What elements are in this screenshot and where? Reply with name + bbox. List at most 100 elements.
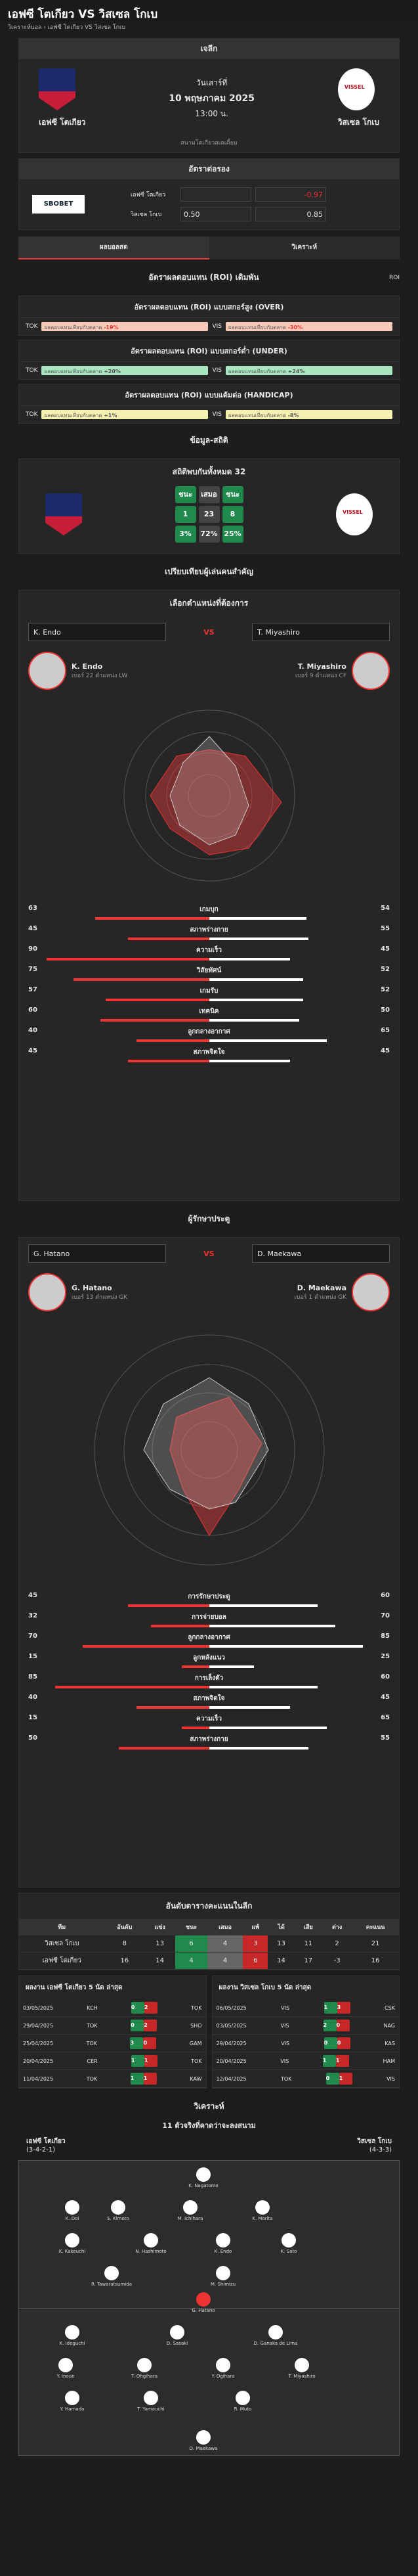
home-player[interactable]: K. Nagatomo bbox=[188, 2167, 219, 2188]
list-item[interactable]: 29/04/2025 VIS 0 0 KAS bbox=[212, 2035, 399, 2052]
table-cell: 4 bbox=[175, 1952, 207, 1970]
attr-name: การจ่ายบอล bbox=[192, 1614, 226, 1621]
odd-a2[interactable]: 0.85 bbox=[255, 207, 326, 221]
list-item[interactable]: 11/04/2025 TOK 1 1 KAW bbox=[19, 2070, 206, 2088]
away-player[interactable]: D. Maekawa bbox=[190, 2430, 217, 2451]
keeper-right: D. Maekawa bbox=[297, 1283, 346, 1292]
away-player[interactable]: K. Ideguchi bbox=[60, 2325, 85, 2346]
right-val: 54 bbox=[381, 905, 390, 912]
home-player[interactable]: K. Endo bbox=[215, 2233, 232, 2254]
roi-bar-label: ผลตอบแทนเทียบกับตลาด bbox=[44, 325, 102, 330]
away-player[interactable]: D. Ganaka de Lima bbox=[254, 2325, 297, 2346]
right-val: 60 bbox=[381, 1673, 390, 1681]
away-player[interactable]: T. Yamauchi bbox=[137, 2391, 165, 2412]
away-player[interactable]: Y. Inoue bbox=[57, 2358, 74, 2379]
list-item[interactable]: 06/05/2025 VIS 1 3 CSK bbox=[212, 1999, 399, 2017]
tab-analysis[interactable]: วิเคราะห์ bbox=[209, 237, 400, 260]
list-item[interactable]: 20/04/2025 VIS 1 1 HAM bbox=[212, 2052, 399, 2070]
home-player[interactable]: S. Kimoto bbox=[107, 2200, 129, 2221]
home-logo bbox=[39, 68, 75, 110]
roi-over: อัตราผลตอบแทน (ROI) แบบสกอร์สูง (OVER) T… bbox=[18, 296, 400, 336]
compare-row: 75 วิสัยทัศน์ 52 bbox=[28, 960, 390, 981]
stats-title: ข้อมูล-สถิติ bbox=[190, 436, 228, 445]
table-head: อันดับ bbox=[104, 1919, 144, 1935]
keeper-radar-chart bbox=[94, 1334, 325, 1566]
h2h-p1: 3% bbox=[175, 526, 196, 543]
right-val: 70 bbox=[381, 1612, 390, 1619]
table-cell: 6 bbox=[243, 1952, 268, 1970]
list-item[interactable]: 03/05/2025 VIS 2 0 NAG bbox=[212, 2017, 399, 2035]
home-player[interactable]: K. Kakeuchi bbox=[59, 2233, 85, 2254]
away-player[interactable]: Y. Hamada bbox=[60, 2391, 84, 2412]
h2h-p2: 72% bbox=[198, 526, 220, 543]
away-player[interactable]: D. Sasaki bbox=[167, 2325, 188, 2346]
list-item[interactable]: 12/04/2025 TOK 0 1 VIS bbox=[212, 2070, 399, 2088]
attr-name: ความเร็ว bbox=[196, 947, 222, 954]
list-item[interactable]: 03/05/2025 KCH 0 2 TOK bbox=[19, 1999, 206, 2017]
right-val: 45 bbox=[381, 1694, 390, 1701]
away-player[interactable]: Y. Ogihara bbox=[211, 2358, 235, 2379]
home-player[interactable]: R. Tawaratsumida bbox=[91, 2266, 132, 2287]
away-player[interactable]: R. Muto bbox=[234, 2391, 251, 2412]
player-select-left[interactable]: K. Endo bbox=[28, 623, 166, 641]
right-avatar bbox=[352, 652, 390, 690]
roi-home-ab: TOK bbox=[26, 323, 38, 330]
roi-hcp-title: อัตราผลตอบแทน (ROI) แบบแต้มต่อ (HANDICAP… bbox=[19, 384, 399, 406]
roi-hcp-home: ผลตอบแทนเทียบกับตลาด +1% bbox=[41, 410, 209, 419]
left-val: 15 bbox=[28, 1653, 37, 1660]
odd-h1[interactable] bbox=[180, 187, 251, 202]
table-cell: 17 bbox=[294, 1952, 322, 1970]
odd-a1[interactable]: 0.50 bbox=[180, 207, 251, 221]
roi-over-home: ผลตอบแทนเทียบกับตลาด -19% bbox=[41, 322, 209, 331]
table-head: เสีย bbox=[294, 1919, 322, 1935]
roi-button[interactable]: ROI bbox=[389, 274, 400, 281]
home-player[interactable]: M. Shimizu bbox=[211, 2266, 236, 2287]
table-cell: 16 bbox=[352, 1952, 399, 1970]
home-player[interactable]: K. Doi bbox=[65, 2200, 79, 2221]
list-item[interactable]: 20/04/2025 CER 1 1 TOK bbox=[19, 2052, 206, 2070]
away-player[interactable]: T. Miyashiro bbox=[288, 2358, 316, 2379]
away-logo bbox=[337, 68, 375, 110]
keepers-title: ผู้รักษาประตู bbox=[188, 1214, 230, 1223]
table-cell: วิสเซล โกเบ bbox=[19, 1935, 105, 1953]
odds-title: อัตราต่อรอง bbox=[19, 159, 399, 179]
list-item[interactable]: 29/04/2025 TOK 0 2 SHO bbox=[19, 2017, 206, 2035]
table-cell: 4 bbox=[207, 1952, 243, 1970]
compare-row: 15 ลูกหลังแนว 25 bbox=[28, 1648, 390, 1668]
keeper-left-info: เบอร์ 13 ตำแหน่ง GK bbox=[72, 1294, 128, 1301]
h2h-l3: ชนะ bbox=[222, 486, 243, 503]
list-item[interactable]: 25/04/2025 TOK 3 0 GAM bbox=[19, 2035, 206, 2052]
home-player[interactable]: G. Hatano bbox=[192, 2292, 215, 2313]
roi-home-ab: TOK bbox=[26, 411, 38, 418]
tab-live[interactable]: ผลบอลสด bbox=[18, 237, 209, 260]
keeper-select-right[interactable]: D. Maekawa bbox=[252, 1244, 390, 1263]
table-head: คะแนน bbox=[352, 1919, 399, 1935]
left-val: 85 bbox=[28, 1673, 37, 1681]
crumb-home[interactable]: วิเคราะห์บอล bbox=[8, 24, 42, 31]
keeper-select-left[interactable]: G. Hatano bbox=[28, 1244, 166, 1263]
roi-under-away: ผลตอบแทนเทียบกับตลาด +24% bbox=[226, 366, 393, 375]
odd-h2[interactable]: -0.97 bbox=[255, 187, 326, 202]
roi-bar-label: ผลตอบแทนเทียบกับตลาด bbox=[228, 413, 287, 418]
player-select-right[interactable]: T. Miyashiro bbox=[252, 623, 390, 641]
table-row: วิสเซล โกเบ 8 13 6 4 3 13 11 2 21 bbox=[19, 1935, 399, 1953]
attr-name: วิสัยทัศน์ bbox=[196, 967, 222, 974]
away-player[interactable]: T. Ohgihara bbox=[131, 2358, 157, 2379]
left-val: 90 bbox=[28, 945, 37, 953]
radar-chart bbox=[123, 710, 295, 882]
league-name: เจลีก bbox=[19, 39, 399, 59]
home-player[interactable]: K. Sato bbox=[281, 2233, 297, 2254]
compare-row: 90 ความเร็ว 45 bbox=[28, 940, 390, 960]
home-player[interactable]: M. Ichihara bbox=[178, 2200, 203, 2221]
compare-row: 57 เกมรับ 52 bbox=[28, 981, 390, 1001]
venue: สนามโตเกียวสเตเดี้ยม bbox=[180, 140, 238, 147]
lineup-sub: 11 ตัวจริงที่คาดว่าจะลงสนาม bbox=[162, 2121, 256, 2130]
left-val: 45 bbox=[28, 1047, 37, 1054]
away-formation: (4-3-3) bbox=[369, 2146, 392, 2154]
home-player[interactable]: N. Hashimoto bbox=[135, 2233, 167, 2254]
home-player[interactable]: K. Morita bbox=[252, 2200, 273, 2221]
right-val: 52 bbox=[381, 966, 390, 973]
left-val: 57 bbox=[28, 986, 37, 993]
left-val: 45 bbox=[28, 1592, 37, 1599]
right-val: 60 bbox=[381, 1592, 390, 1599]
